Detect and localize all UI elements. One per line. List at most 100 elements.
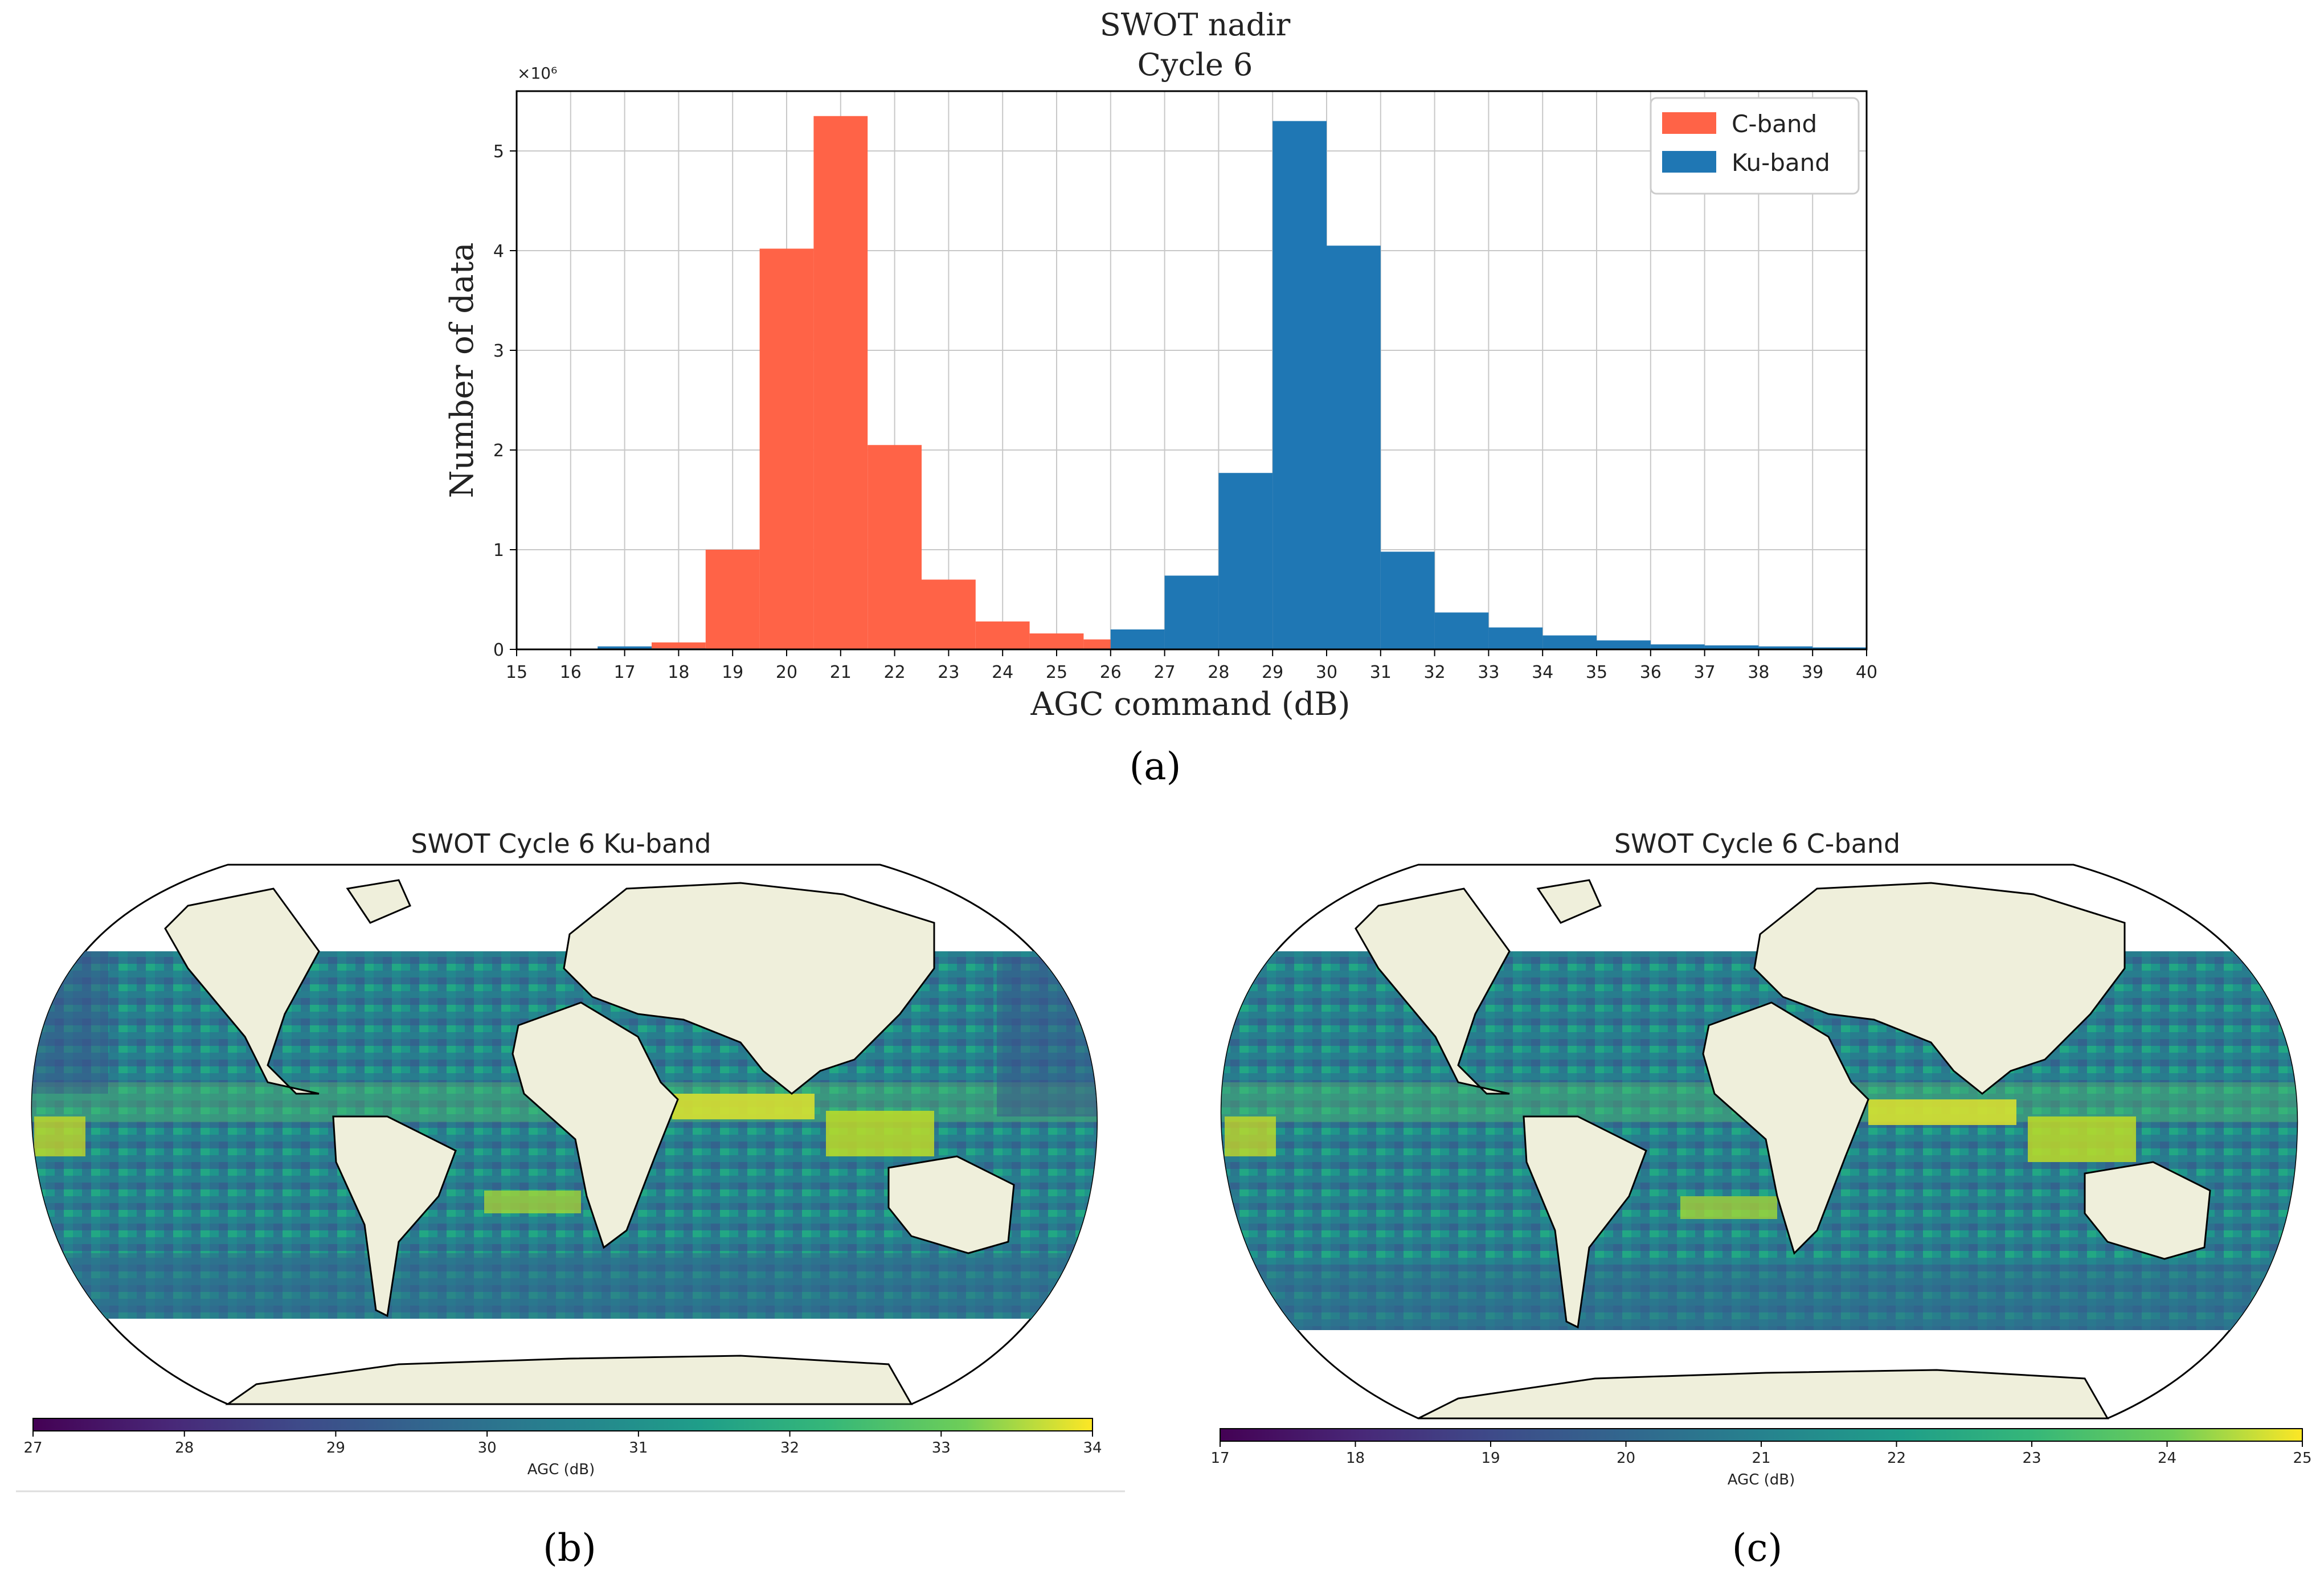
x-tick-label: 29 <box>1262 662 1283 682</box>
bar-ku-band <box>1434 612 1489 649</box>
x-axis-label: AGC command (dB) <box>1030 686 1351 723</box>
south-america <box>1523 1115 1647 1329</box>
bar-c-band <box>813 116 868 649</box>
colorbar-tick-label: 17 <box>1210 1450 1229 1467</box>
colorbar-tick-label: 28 <box>175 1439 194 1457</box>
bar-ku-band <box>1110 629 1165 649</box>
x-tick-label: 31 <box>1370 662 1392 682</box>
bar-ku-band <box>1380 551 1435 649</box>
colorbar-tick-label: 31 <box>629 1439 648 1457</box>
colorbar-tick-label: 24 <box>2158 1450 2176 1467</box>
y-tick-label: 5 <box>493 142 504 162</box>
x-axis-ticks: 15 16 17 18 19 20 21 22 23 24 25 26 27 28 29 30 31 32 33 34… <box>506 649 1877 682</box>
x-tick-label: 25 <box>1046 662 1067 682</box>
x-tick-label: 38 <box>1748 662 1769 682</box>
north-america <box>164 887 320 1095</box>
x-tick-label: 27 <box>1154 662 1176 682</box>
colorbar-tick-label: 18 <box>1346 1450 1365 1467</box>
colorbar-tick-label: 22 <box>1887 1450 1906 1467</box>
chart-title: SWOT nadir <box>1100 7 1291 43</box>
x-tick-label: 19 <box>722 662 743 682</box>
africa <box>512 1001 679 1249</box>
bar-ku-band <box>1597 640 1651 649</box>
colorbar-c-band <box>1220 1428 2303 1442</box>
x-tick-label: 33 <box>1478 662 1499 682</box>
x-tick-label: 16 <box>560 662 582 682</box>
bar-ku-band <box>1273 121 1327 649</box>
map-title-c-band: SWOT Cycle 6 C-band <box>1614 828 1900 859</box>
plot-frame <box>515 90 1868 651</box>
colorbar-label-c-band: AGC (dB) <box>1728 1471 1795 1488</box>
bar-c-band <box>922 579 976 649</box>
south-america <box>332 1115 457 1318</box>
high-agc-patch-maritime <box>826 1111 934 1156</box>
bar-ku-band <box>1704 645 1759 649</box>
greenland <box>1536 879 1602 924</box>
y-multiplier: ×10⁶ <box>517 64 557 83</box>
north-america <box>1355 887 1511 1095</box>
continents <box>1355 879 2211 1420</box>
map-panel-c-band: SWOT Cycle 6 C-band 17 18 19 20 21 22 23 24 25 A… <box>1210 828 2311 1570</box>
x-tick-label: 32 <box>1424 662 1446 682</box>
southern-ocean-band <box>1221 1265 2297 1330</box>
x-tick-label: 36 <box>1640 662 1662 682</box>
antarctica <box>1418 1369 2109 1420</box>
bar-ku-band <box>1218 473 1273 649</box>
histogram-bars <box>598 116 1867 649</box>
legend-swatch-c-band <box>1662 112 1716 134</box>
australia <box>2084 1161 2211 1260</box>
x-tick-label: 24 <box>992 662 1013 682</box>
low-agc-patch-north-pacific <box>32 951 108 1094</box>
x-tick-label: 26 <box>1100 662 1122 682</box>
chart-subtitle: Cycle 6 <box>1138 47 1253 83</box>
x-tick-label: 40 <box>1856 662 1877 682</box>
colorbar-tick-label: 20 <box>1617 1450 1635 1467</box>
colorbar-ticks-c-band: 17 18 19 20 21 22 23 24 25 <box>1210 1441 2312 1467</box>
colorbar-label-ku-band: AGC (dB) <box>527 1461 595 1478</box>
bar-c-band <box>705 550 760 649</box>
bar-ku-band <box>1542 635 1597 649</box>
colorbar-tick-label: 25 <box>2293 1450 2311 1467</box>
panel-label-c: (c) <box>1732 1526 1782 1570</box>
bar-c-band <box>759 248 814 649</box>
bar-ku-band <box>1164 575 1219 649</box>
x-tick-label: 21 <box>830 662 852 682</box>
eurasia <box>1753 882 2126 1095</box>
high-agc-patch-atlantic <box>484 1191 581 1213</box>
antarctica <box>225 1355 913 1405</box>
colorbar-tick-label: 33 <box>932 1439 951 1457</box>
bar-ku-band <box>1327 246 1381 649</box>
bar-c-band <box>1029 633 1084 649</box>
x-tick-label: 30 <box>1316 662 1337 682</box>
y-axis-label: Number of data <box>444 242 481 498</box>
continents <box>164 879 1015 1405</box>
y-tick-label: 2 <box>493 441 504 461</box>
legend-label-ku-band: Ku-band <box>1732 149 1830 177</box>
map-title-ku-band: SWOT Cycle 6 Ku-band <box>411 828 711 859</box>
panel-label-b: (b) <box>543 1526 596 1570</box>
bar-ku-band <box>1758 646 1813 649</box>
legend: C-band Ku-band <box>1650 97 1860 195</box>
panel-label-a: (a) <box>1130 745 1181 788</box>
y-tick-label: 4 <box>493 242 504 261</box>
x-tick-label: 18 <box>668 662 689 682</box>
data-field <box>1221 951 2297 1330</box>
x-tick-label: 17 <box>614 662 636 682</box>
southern-ocean-band <box>32 1253 1097 1319</box>
x-tick-label: 35 <box>1586 662 1607 682</box>
y-tick-label: 0 <box>493 640 504 660</box>
colorbar-ku-band <box>32 1418 1093 1431</box>
high-agc-patch-indian <box>1868 1099 2016 1125</box>
x-tick-label: 28 <box>1208 662 1229 682</box>
x-tick-label: 23 <box>938 662 959 682</box>
africa <box>1702 1001 1869 1255</box>
x-tick-label: 22 <box>884 662 906 682</box>
bar-ku-band <box>1812 647 1867 649</box>
bar-ku-band <box>1488 627 1543 649</box>
colorbar-tick-label: 29 <box>326 1439 345 1457</box>
bar-c-band <box>975 621 1030 649</box>
x-tick-label: 39 <box>1802 662 1823 682</box>
high-agc-patch-pacific <box>34 1116 85 1156</box>
y-axis-ticks: 0 1 2 3 4 5 <box>493 142 517 660</box>
